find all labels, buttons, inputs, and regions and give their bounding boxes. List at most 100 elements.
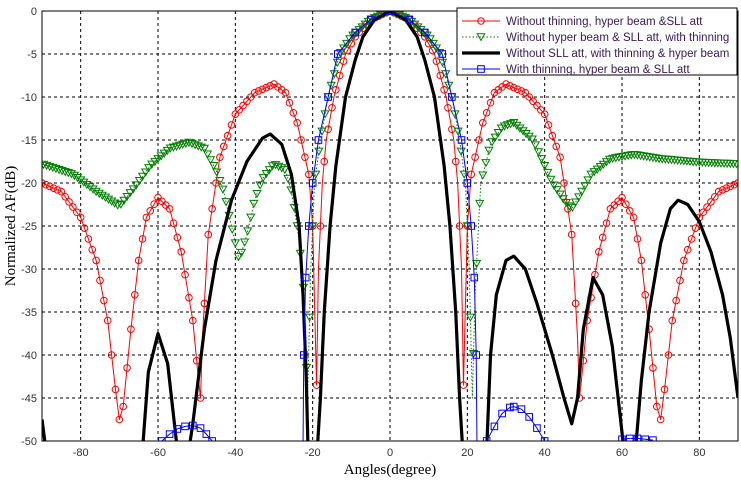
data-point: [122, 192, 132, 202]
data-point: [552, 142, 561, 151]
data-point: [45, 162, 55, 172]
data-point: [462, 222, 472, 231]
data-point: [158, 437, 166, 441]
data-point: [82, 180, 92, 190]
data-point: [649, 364, 657, 372]
data-point: [137, 172, 148, 182]
data-point: [115, 415, 124, 424]
data-point: [332, 86, 340, 94]
data-point: [119, 196, 129, 206]
data-point: [421, 28, 429, 37]
data-point: [444, 103, 452, 112]
y-tick-label: -10: [21, 92, 37, 104]
y-tick-label: -50: [21, 436, 37, 448]
data-point: [518, 127, 528, 136]
data-point: [314, 136, 323, 144]
data-point: [110, 199, 120, 208]
data-point: [487, 138, 497, 147]
y-axis-ticks: 0 -5 -10 -15 -20 -25 -30 -35 -40 -45 -50: [21, 6, 37, 448]
data-point: [221, 198, 231, 207]
data-point: [357, 23, 367, 32]
data-point: [42, 180, 50, 189]
data-point: [436, 71, 445, 80]
data-point: [48, 163, 58, 173]
data-point: [574, 193, 584, 202]
data-point: [730, 180, 738, 189]
data-point: [649, 436, 657, 441]
data-point: [664, 351, 673, 359]
data-point: [266, 82, 274, 90]
data-point: [577, 187, 587, 197]
data-point: [653, 402, 661, 411]
data-point: [517, 87, 526, 95]
data-point: [79, 178, 89, 187]
data-point: [509, 83, 518, 92]
data-point: [134, 177, 145, 186]
data-point: [236, 248, 247, 258]
y-tick-label: -5: [27, 49, 37, 61]
data-point: [231, 110, 240, 118]
legend-marker: [477, 65, 485, 73]
data-point: [162, 146, 172, 156]
data-point: [202, 430, 211, 438]
data-point: [299, 351, 308, 359]
data-point: [261, 170, 271, 179]
x-axis-label: Angles(degree): [344, 462, 436, 478]
data-point: [65, 198, 73, 206]
y-tick-label: -30: [21, 264, 37, 276]
data-point: [334, 50, 342, 58]
data-point: [107, 351, 116, 359]
series-line: [42, 11, 738, 441]
plot-frame: [41, 10, 739, 442]
data-point: [116, 200, 126, 209]
data-point: [656, 415, 665, 424]
data-point: [88, 245, 97, 254]
y-tick-label: -35: [21, 307, 37, 319]
data-point: [506, 82, 514, 90]
data-point: [45, 182, 54, 191]
data-point: [527, 135, 537, 144]
data-point: [470, 273, 479, 282]
data-point: [478, 171, 488, 180]
data-point: [699, 208, 708, 217]
data-point: [448, 93, 456, 101]
data-point: [521, 130, 531, 139]
data-point: [622, 200, 630, 209]
data-point: [131, 181, 141, 190]
data-point: [548, 131, 557, 140]
data-point: [524, 132, 534, 142]
x-tick-label: 80: [693, 447, 705, 459]
data-point: [76, 176, 86, 185]
data-point: [533, 148, 544, 157]
data-point: [718, 186, 727, 194]
data-point: [185, 293, 193, 302]
data-point: [633, 434, 642, 441]
series-3: [42, 11, 738, 441]
data-point: [223, 131, 232, 140]
data-point: [320, 157, 329, 166]
data-point: [173, 425, 182, 433]
data-point: [512, 121, 522, 131]
legend-entry: Without SLL att, with thinning & hyper b…: [506, 48, 729, 60]
x-tick-label: 60: [616, 447, 628, 459]
data-point: [189, 316, 197, 325]
data-point: [301, 153, 309, 161]
data-point: [618, 193, 626, 202]
data-point: [103, 316, 112, 325]
data-point: [592, 165, 602, 174]
data-point: [410, 20, 420, 29]
data-point: [150, 200, 158, 209]
data-point: [92, 256, 100, 265]
data-point: [537, 106, 545, 114]
data-point: [338, 44, 349, 53]
data-point: [42, 160, 49, 170]
data-point: [316, 222, 325, 230]
data-point: [457, 136, 466, 144]
data-point: [57, 166, 67, 176]
y-tick-label: 0: [31, 6, 37, 18]
data-point: [680, 256, 688, 265]
data-point: [641, 435, 650, 441]
data-point: [208, 437, 216, 441]
data-point: [305, 170, 313, 179]
data-point: [219, 142, 228, 151]
